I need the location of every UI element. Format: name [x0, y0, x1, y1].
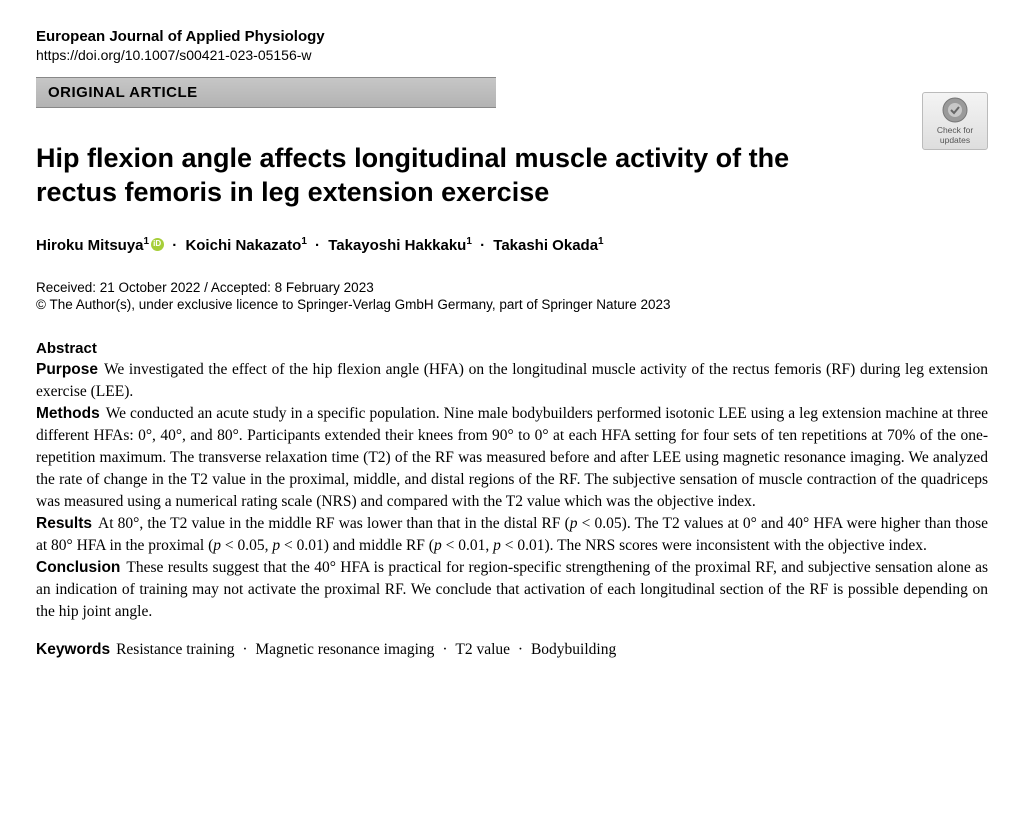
methods-label: Methods: [36, 405, 100, 422]
purpose-label: Purpose: [36, 361, 98, 378]
keyword-4: Bodybuilding: [531, 641, 616, 658]
author-sep: ·: [168, 237, 181, 254]
results-text-3: < 0.05,: [221, 537, 272, 554]
p-value-symbol: p: [213, 537, 221, 554]
results-text-6: < 0.01). The NRS scores were inconsisten…: [501, 537, 927, 554]
orcid-icon[interactable]: [151, 238, 164, 251]
doi-link[interactable]: https://doi.org/10.1007/s00421-023-05156…: [36, 47, 988, 63]
results-text-1: At 80°, the T2 value in the middle RF wa…: [98, 515, 570, 532]
keyword-2: Magnetic resonance imaging: [255, 641, 434, 658]
keyword-3: T2 value: [455, 641, 510, 658]
crossmark-icon: [942, 97, 968, 123]
author-4-aff: 1: [598, 236, 604, 247]
p-value-symbol: p: [434, 537, 442, 554]
abstract-heading: Abstract: [36, 340, 988, 357]
author-sep: ·: [476, 237, 489, 254]
p-value-symbol: p: [570, 515, 578, 532]
journal-name: European Journal of Applied Physiology: [36, 28, 988, 45]
results-text-5: < 0.01,: [442, 537, 493, 554]
methods-text: We conducted an acute study in a specifi…: [36, 405, 988, 510]
p-value-symbol: p: [493, 537, 501, 554]
author-2: Koichi Nakazato: [185, 237, 301, 254]
abstract-body: PurposeWe investigated the effect of the…: [36, 359, 988, 623]
results-label: Results: [36, 515, 92, 532]
keyword-1: Resistance training: [116, 641, 234, 658]
received-accepted-dates: Received: 21 October 2022 / Accepted: 8 …: [36, 280, 988, 295]
keyword-sep: ·: [238, 641, 251, 658]
keyword-sep: ·: [514, 641, 527, 658]
copyright-line: © The Author(s), under exclusive licence…: [36, 297, 988, 312]
author-4: Takashi Okada: [493, 237, 598, 254]
p-value-symbol: p: [272, 537, 280, 554]
article-category-bar: ORIGINAL ARTICLE: [36, 77, 496, 108]
check-for-updates-button[interactable]: Check for updates: [922, 92, 988, 150]
author-1: Hiroku Mitsuya: [36, 237, 144, 254]
keyword-sep: ·: [438, 641, 451, 658]
conclusion-label: Conclusion: [36, 559, 120, 576]
keywords-label: Keywords: [36, 641, 110, 658]
author-1-aff: 1: [144, 236, 150, 247]
results-text-4: < 0.01) and middle RF (: [280, 537, 434, 554]
author-list: Hiroku Mitsuya1 · Koichi Nakazato1 · Tak…: [36, 236, 988, 254]
author-3: Takayoshi Hakkaku: [328, 237, 466, 254]
article-title: Hip flexion angle affects longitudinal m…: [36, 142, 856, 210]
conclusion-text: These results suggest that the 40° HFA i…: [36, 559, 988, 620]
author-sep: ·: [311, 237, 324, 254]
keywords-line: Keywords Resistance training · Magnetic r…: [36, 641, 988, 659]
author-2-aff: 1: [301, 236, 307, 247]
purpose-text: We investigated the effect of the hip fl…: [36, 361, 988, 400]
author-3-aff: 1: [466, 236, 472, 247]
check-updates-text2: updates: [940, 136, 970, 145]
